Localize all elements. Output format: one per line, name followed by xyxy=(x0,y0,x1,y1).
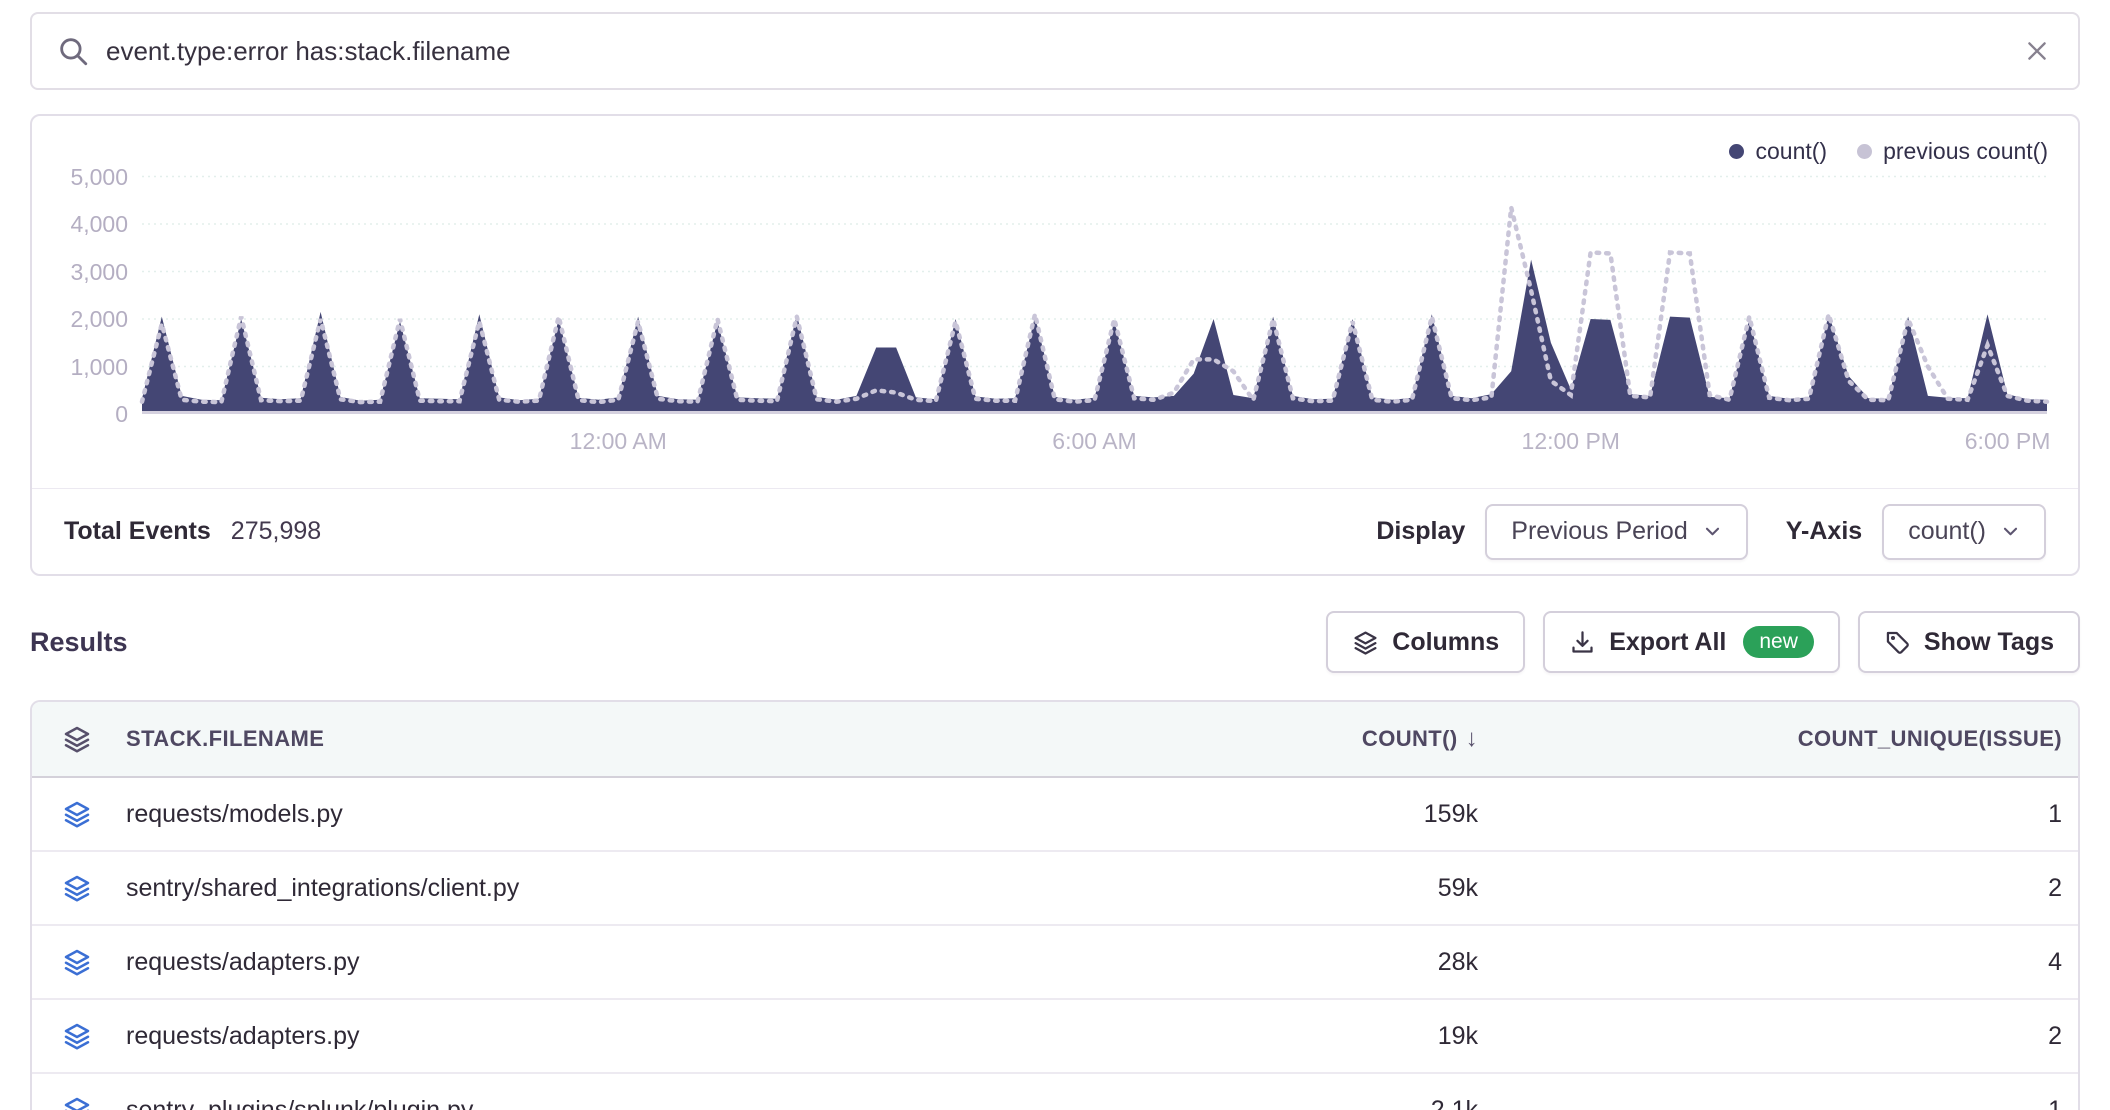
column-header-count-unique[interactable]: COUNT_UNIQUE(ISSUE) xyxy=(1478,726,2078,752)
cell-count: 59k xyxy=(1098,874,1478,903)
download-icon xyxy=(1569,629,1596,656)
cell-stack-filename[interactable]: requests/models.py xyxy=(104,800,1098,829)
cell-stack-filename[interactable]: sentry/shared_integrations/client.py xyxy=(104,874,1098,903)
legend-label-count: count() xyxy=(1755,138,1827,165)
cell-count-unique: 2 xyxy=(1478,874,2078,903)
x-axis-tick: 12:00 PM xyxy=(1522,428,1620,455)
clear-search-icon[interactable] xyxy=(2024,38,2050,64)
layers-icon[interactable] xyxy=(32,1021,104,1051)
x-axis-tick: 6:00 PM xyxy=(1965,428,2051,455)
cell-count: 2.1k xyxy=(1098,1096,1478,1110)
chart-controls: Total Events 275,998 Display Previous Pe… xyxy=(32,488,2078,574)
chevron-down-icon xyxy=(1703,522,1722,541)
column-header-label: COUNT() xyxy=(1362,726,1458,751)
yaxis-label: Y-Axis xyxy=(1786,517,1862,546)
layers-icon xyxy=(32,724,104,754)
table-header: STACK.FILENAME COUNT() COUNT_UNIQUE(ISSU… xyxy=(32,702,2078,778)
y-axis-tick: 2,000 xyxy=(32,306,128,333)
columns-button-label: Columns xyxy=(1392,628,1499,657)
search-icon xyxy=(56,34,90,68)
sort-desc-icon xyxy=(1458,726,1478,751)
total-events: Total Events 275,998 xyxy=(64,517,321,546)
y-axis-tick: 3,000 xyxy=(32,259,128,286)
display-dropdown-value: Previous Period xyxy=(1511,517,1687,546)
y-axis-tick: 4,000 xyxy=(32,211,128,238)
columns-button[interactable]: Columns xyxy=(1326,611,1525,673)
yaxis-dropdown[interactable]: count() xyxy=(1882,504,2046,560)
events-area-chart xyxy=(142,154,2047,414)
cell-count: 19k xyxy=(1098,1022,1478,1051)
y-axis-tick: 1,000 xyxy=(32,354,128,381)
column-header-count[interactable]: COUNT() xyxy=(1098,725,1478,753)
tag-icon xyxy=(1884,629,1911,656)
y-axis-tick: 0 xyxy=(32,401,128,428)
export-all-button[interactable]: Export All new xyxy=(1543,611,1840,673)
layers-icon[interactable] xyxy=(32,947,104,977)
chart-panel: count() previous count() 0 1,000 2,000 3,00… xyxy=(30,114,2080,576)
chevron-down-icon xyxy=(2001,522,2020,541)
display-label: Display xyxy=(1376,517,1465,546)
legend-item-previous-count[interactable]: previous count() xyxy=(1857,138,2048,165)
show-tags-button[interactable]: Show Tags xyxy=(1858,611,2080,673)
y-axis-tick: 5,000 xyxy=(32,164,128,191)
x-axis-tick: 6:00 AM xyxy=(1052,428,1136,455)
cell-count-unique: 1 xyxy=(1478,800,2078,829)
results-bar: Results Columns Export All new Show Tags xyxy=(30,610,2080,674)
cell-count: 28k xyxy=(1098,948,1478,977)
cell-stack-filename[interactable]: sentry_plugins/splunk/plugin.py xyxy=(104,1096,1098,1110)
chart-control-dropdowns: Display Previous Period Y-Axis count() xyxy=(1376,504,2046,560)
x-axis-tick: 12:00 AM xyxy=(570,428,667,455)
previous-count-dot-icon xyxy=(1857,144,1872,159)
chart-legend: count() previous count() xyxy=(1729,138,2048,165)
column-header-label: STACK.FILENAME xyxy=(126,726,324,751)
column-header-label: COUNT_UNIQUE(ISSUE) xyxy=(1798,726,2062,751)
new-badge: new xyxy=(1743,626,1814,658)
column-header-stack-filename[interactable]: STACK.FILENAME xyxy=(104,726,1098,752)
legend-label-previous-count: previous count() xyxy=(1883,138,2048,165)
cell-count-unique: 4 xyxy=(1478,948,2078,977)
cell-count-unique: 2 xyxy=(1478,1022,2078,1051)
results-heading: Results xyxy=(30,627,128,658)
results-table: STACK.FILENAME COUNT() COUNT_UNIQUE(ISSU… xyxy=(30,700,2080,1110)
search-bar xyxy=(30,12,2080,90)
total-events-value: 275,998 xyxy=(231,517,321,546)
results-actions: Columns Export All new Show Tags xyxy=(1326,611,2080,673)
cell-count: 159k xyxy=(1098,800,1478,829)
total-events-label: Total Events xyxy=(64,517,211,546)
layers-icon xyxy=(1352,629,1379,656)
cell-stack-filename[interactable]: requests/adapters.py xyxy=(104,1022,1098,1051)
display-dropdown[interactable]: Previous Period xyxy=(1485,504,1747,560)
cell-count-unique: 1 xyxy=(1478,1096,2078,1110)
yaxis-dropdown-value: count() xyxy=(1908,517,1986,546)
show-tags-button-label: Show Tags xyxy=(1924,628,2054,657)
cell-stack-filename[interactable]: requests/adapters.py xyxy=(104,948,1098,977)
legend-item-count[interactable]: count() xyxy=(1729,138,1827,165)
layers-icon[interactable] xyxy=(32,873,104,903)
export-all-button-label: Export All xyxy=(1609,628,1726,657)
count-dot-icon xyxy=(1729,144,1744,159)
layers-icon[interactable] xyxy=(32,1095,104,1110)
search-input[interactable] xyxy=(106,36,2024,67)
layers-icon[interactable] xyxy=(32,799,104,829)
